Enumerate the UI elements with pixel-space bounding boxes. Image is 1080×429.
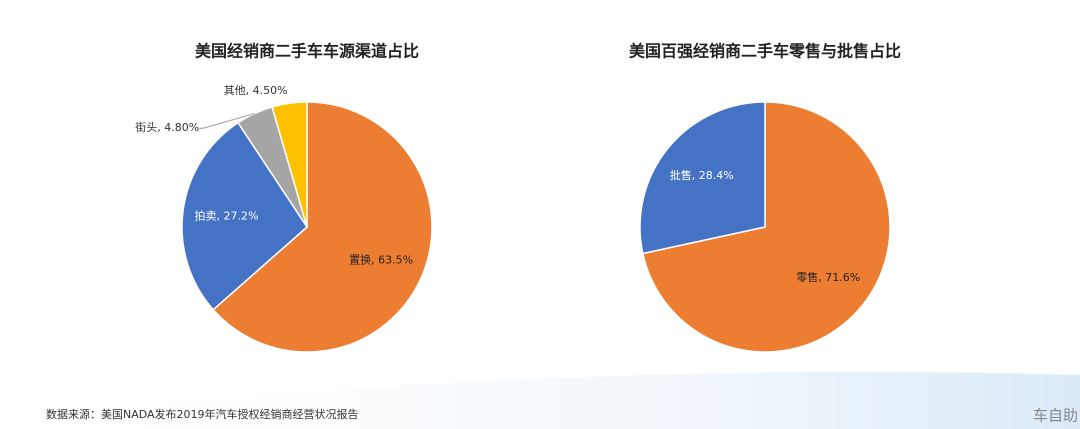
pie-slice [639,101,766,255]
data-label: 街头, 4.80% [135,120,199,134]
data-label: 置换, 63.5% [349,252,413,266]
chart-title: 美国经销商二手车车源渠道占比 [195,42,419,61]
pie-slice [181,121,308,311]
watermark: 车自助 [1033,407,1078,425]
leader-line [199,113,255,129]
data-label: 零售, 71.6% [796,270,860,284]
background-wave [0,372,1080,429]
data-label: 拍卖, 27.2% [194,208,258,222]
chart-title: 美国百强经销商二手车零售与批售占比 [629,42,901,61]
source: 数据来源：美国NADA发布2019年汽车授权经销商经营状况报告 [46,407,359,421]
data-label: 其他, 4.50% [224,84,288,97]
pie-slice [212,101,433,353]
data-label: 批售, 28.4% [670,168,734,182]
pie-slice [271,101,308,228]
pie-slice [641,101,891,353]
